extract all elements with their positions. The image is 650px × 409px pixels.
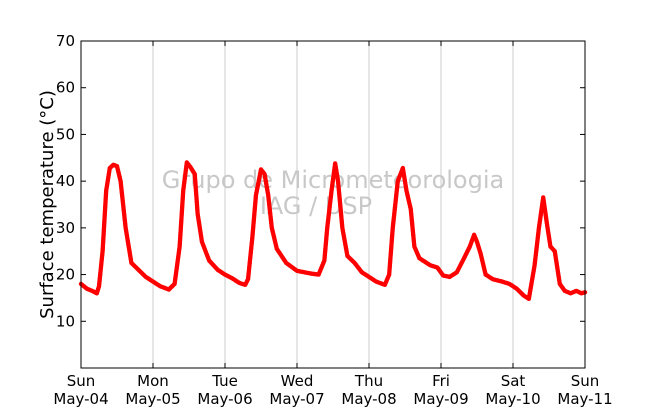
data-points <box>78 160 588 302</box>
x-tick-label-day: Sat <box>501 372 526 390</box>
x-tick-label-date: May-07 <box>269 390 324 408</box>
x-tick-label-date: May-10 <box>485 390 540 408</box>
x-tick-label-date: May-08 <box>341 390 396 408</box>
y-axis: 10 20 30 40 50 60 70 <box>56 32 585 330</box>
x-axis: SunMay-04MonMay-05TueMay-06WedMay-07ThuM… <box>53 41 613 408</box>
y-tick-label: 40 <box>56 172 75 190</box>
y-tick-label: 30 <box>56 219 75 237</box>
x-tick-label-day: Fri <box>432 372 450 390</box>
plot-frame <box>80 40 586 369</box>
x-tick-label-date: May-06 <box>197 390 252 408</box>
x-tick-label-day: Tue <box>211 372 238 390</box>
x-tick-label-date: May-05 <box>125 390 180 408</box>
y-tick-label: 70 <box>56 32 75 50</box>
x-tick-label-date: May-11 <box>557 390 612 408</box>
x-tick-label-day: Sun <box>67 372 96 390</box>
watermark-line-2: IAG / USP <box>260 192 372 220</box>
x-tick-label-date: May-09 <box>413 390 468 408</box>
x-tick-label-day: Thu <box>354 372 383 390</box>
y-tick-label: 20 <box>56 266 75 284</box>
y-tick-label: 60 <box>56 79 75 97</box>
grid-lines <box>152 41 514 368</box>
y-axis-label: Surface temperature (°C) <box>37 90 58 319</box>
x-tick-label-date: May-04 <box>53 390 108 408</box>
y-tick-label: 50 <box>56 125 75 143</box>
x-tick-label-day: Sun <box>571 372 600 390</box>
x-tick-label-day: Mon <box>137 372 169 390</box>
y-tick-label: 10 <box>56 312 75 330</box>
x-tick-label-day: Wed <box>281 372 314 390</box>
